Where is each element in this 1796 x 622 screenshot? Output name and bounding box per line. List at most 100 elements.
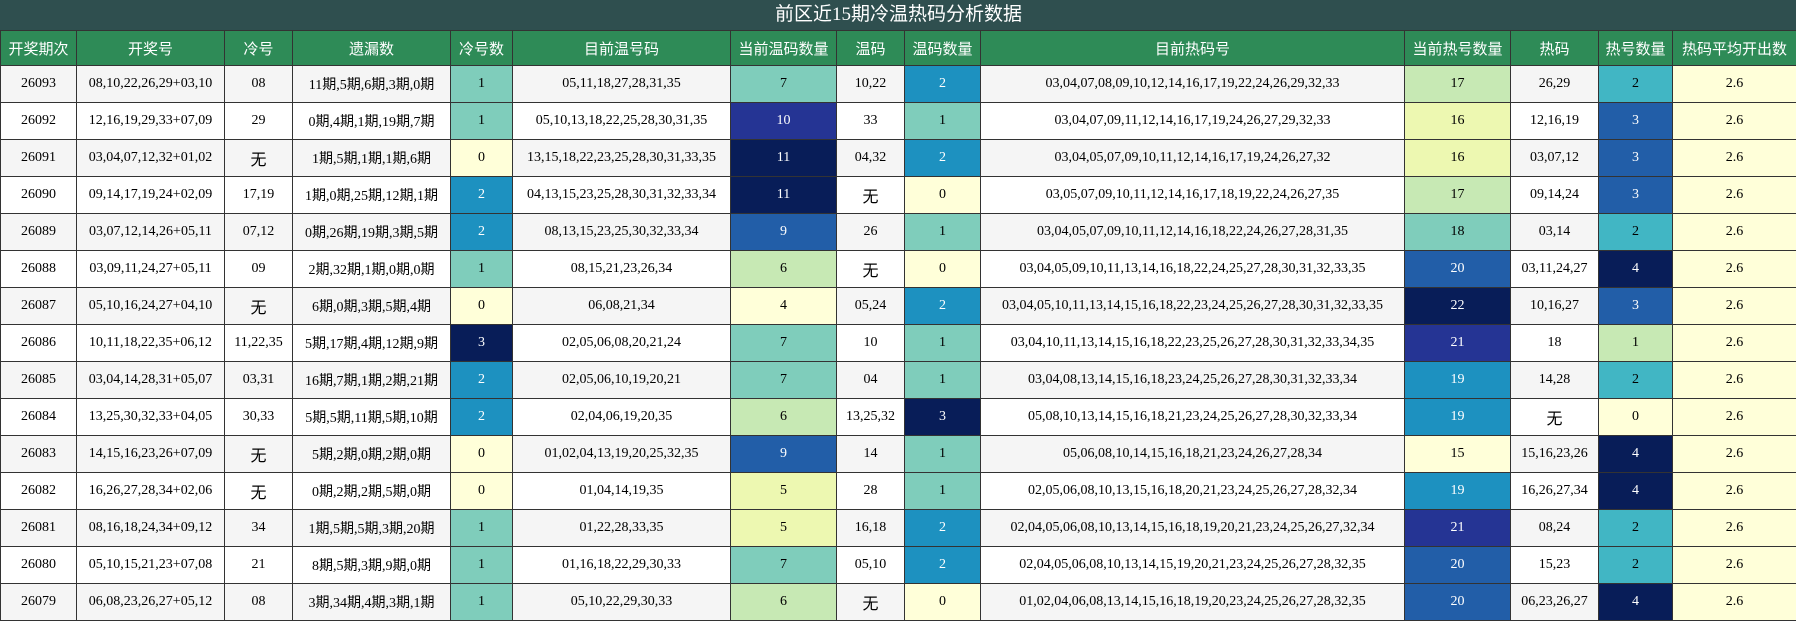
- warm-cell: 26: [836, 213, 905, 251]
- draw-cell: 10,11,18,22,35+06,12: [76, 324, 225, 362]
- cold-cell: 30,33: [224, 398, 293, 436]
- hot-now-cell: 21: [1404, 324, 1511, 362]
- cold-count-cell: 0: [450, 287, 513, 325]
- warm-cell: 28: [836, 472, 905, 510]
- hot-cell: 03,14: [1510, 213, 1599, 251]
- table-title: 前区近15期冷温热码分析数据: [0, 0, 1796, 30]
- miss-cell: 5期,5期,11期,5期,10期: [292, 398, 451, 436]
- warm-count-cell: 0: [904, 250, 981, 288]
- hot-list-cell: 02,04,05,06,08,10,13,14,15,16,18,19,20,2…: [980, 509, 1405, 547]
- hot-avg-cell: 2.6: [1672, 250, 1796, 288]
- column-header: 热号数量: [1598, 30, 1673, 66]
- hot-cell: 18: [1510, 324, 1599, 362]
- miss-cell: 0期,26期,19期,3期,5期: [292, 213, 451, 251]
- cold-count-cell: 2: [450, 213, 513, 251]
- warm-list-cell: 02,04,06,19,20,35: [512, 398, 731, 436]
- draw-cell: 14,15,16,23,26+07,09: [76, 435, 225, 473]
- column-header: 温码: [836, 30, 905, 66]
- period-cell: 26088: [0, 250, 77, 288]
- warm-now-cell: 7: [730, 324, 837, 362]
- hot-cell: 12,16,19: [1510, 102, 1599, 140]
- hot-now-cell: 16: [1404, 139, 1511, 177]
- warm-count-cell: 1: [904, 213, 981, 251]
- cold-count-cell: 0: [450, 139, 513, 177]
- hot-count-cell: 3: [1598, 176, 1673, 214]
- warm-list-cell: 13,15,18,22,23,25,28,30,31,33,35: [512, 139, 731, 177]
- draw-cell: 05,10,15,21,23+07,08: [76, 546, 225, 584]
- period-cell: 26085: [0, 361, 77, 399]
- column-header: 当前温码数量: [730, 30, 837, 66]
- hot-cell: 15,23: [1510, 546, 1599, 584]
- table-row: 26093 08,10,22,26,29+03,10 08 11期,5期,6期,3期,…: [0, 65, 1796, 103]
- table-row: 26083 14,15,16,23,26+07,09 无 5期,2期,0期,2期,0期…: [0, 435, 1796, 473]
- draw-cell: 06,08,23,26,27+05,12: [76, 583, 225, 621]
- table-row: 26089 03,07,12,14,26+05,11 07,12 0期,26期,19期…: [0, 213, 1796, 251]
- column-header: 热码平均开出数: [1672, 30, 1796, 66]
- miss-cell: 3期,34期,4期,3期,1期: [292, 583, 451, 621]
- draw-cell: 03,04,14,28,31+05,07: [76, 361, 225, 399]
- cold-count-cell: 1: [450, 102, 513, 140]
- table-row: 26080 05,10,15,21,23+07,08 21 8期,5期,3期,9期,0…: [0, 546, 1796, 584]
- hot-now-cell: 22: [1404, 287, 1511, 325]
- hot-avg-cell: 2.6: [1672, 65, 1796, 103]
- header-row: 开奖期次 开奖号 冷号 遗漏数 冷号数 目前温号码 当前温码数量 温码 温码数量 目前热码号 当前热…: [0, 30, 1796, 66]
- table-body: 26093 08,10,22,26,29+03,10 08 11期,5期,6期,3期,…: [0, 65, 1796, 621]
- column-header: 开奖期次: [0, 30, 77, 66]
- warm-list-cell: 01,02,04,13,19,20,25,32,35: [512, 435, 731, 473]
- miss-cell: 8期,5期,3期,9期,0期: [292, 546, 451, 584]
- table-row: 26092 12,16,19,29,33+07,09 29 0期,4期,1期,19期,…: [0, 102, 1796, 140]
- draw-cell: 09,14,17,19,24+02,09: [76, 176, 225, 214]
- period-cell: 26084: [0, 398, 77, 436]
- warm-list-cell: 05,10,22,29,30,33: [512, 583, 731, 621]
- table-row: 26091 03,04,07,12,32+01,02 无 1期,5期,1期,1期,6期…: [0, 139, 1796, 177]
- hot-count-cell: 2: [1598, 546, 1673, 584]
- cold-count-cell: 1: [450, 583, 513, 621]
- table-row: 26085 03,04,14,28,31+05,07 03,31 16期,7期,1期,…: [0, 361, 1796, 399]
- hot-cell: 16,26,27,34: [1510, 472, 1599, 510]
- column-header: 目前热码号: [980, 30, 1405, 66]
- hot-cell: 无: [1510, 398, 1599, 436]
- warm-cell: 05,24: [836, 287, 905, 325]
- warm-count-cell: 1: [904, 324, 981, 362]
- hot-count-cell: 1: [1598, 324, 1673, 362]
- hot-list-cell: 02,04,05,06,08,10,13,14,15,19,20,21,23,2…: [980, 546, 1405, 584]
- cold-count-cell: 2: [450, 176, 513, 214]
- warm-count-cell: 2: [904, 65, 981, 103]
- table-row: 26084 13,25,30,32,33+04,05 30,33 5期,5期,11期,…: [0, 398, 1796, 436]
- warm-list-cell: 01,16,18,22,29,30,33: [512, 546, 731, 584]
- warm-cell: 13,25,32: [836, 398, 905, 436]
- cold-cell: 08: [224, 65, 293, 103]
- hot-list-cell: 02,05,06,08,10,13,15,16,18,20,21,23,24,2…: [980, 472, 1405, 510]
- period-cell: 26083: [0, 435, 77, 473]
- cold-cell: 11,22,35: [224, 324, 293, 362]
- hot-list-cell: 03,04,05,07,09,10,11,12,14,16,17,19,24,2…: [980, 139, 1405, 177]
- warm-list-cell: 01,22,28,33,35: [512, 509, 731, 547]
- cold-count-cell: 0: [450, 472, 513, 510]
- hot-count-cell: 4: [1598, 472, 1673, 510]
- hot-avg-cell: 2.6: [1672, 287, 1796, 325]
- hot-avg-cell: 2.6: [1672, 102, 1796, 140]
- warm-now-cell: 9: [730, 213, 837, 251]
- hot-cell: 03,07,12: [1510, 139, 1599, 177]
- hot-count-cell: 2: [1598, 65, 1673, 103]
- cold-cell: 03,31: [224, 361, 293, 399]
- warm-now-cell: 11: [730, 176, 837, 214]
- hot-now-cell: 17: [1404, 176, 1511, 214]
- column-header: 冷号: [224, 30, 293, 66]
- hot-list-cell: 03,05,07,09,10,11,12,14,16,17,18,19,22,2…: [980, 176, 1405, 214]
- cold-cell: 无: [224, 139, 293, 177]
- hot-now-cell: 20: [1404, 583, 1511, 621]
- table-row: 26079 06,08,23,26,27+05,12 08 3期,34期,4期,3期,…: [0, 583, 1796, 621]
- cold-count-cell: 2: [450, 361, 513, 399]
- hot-avg-cell: 2.6: [1672, 361, 1796, 399]
- draw-cell: 13,25,30,32,33+04,05: [76, 398, 225, 436]
- warm-cell: 10,22: [836, 65, 905, 103]
- warm-cell: 10: [836, 324, 905, 362]
- hot-now-cell: 18: [1404, 213, 1511, 251]
- warm-cell: 无: [836, 250, 905, 288]
- cold-cell: 08: [224, 583, 293, 621]
- hot-list-cell: 03,04,07,08,09,10,12,14,16,17,19,22,24,2…: [980, 65, 1405, 103]
- warm-now-cell: 7: [730, 546, 837, 584]
